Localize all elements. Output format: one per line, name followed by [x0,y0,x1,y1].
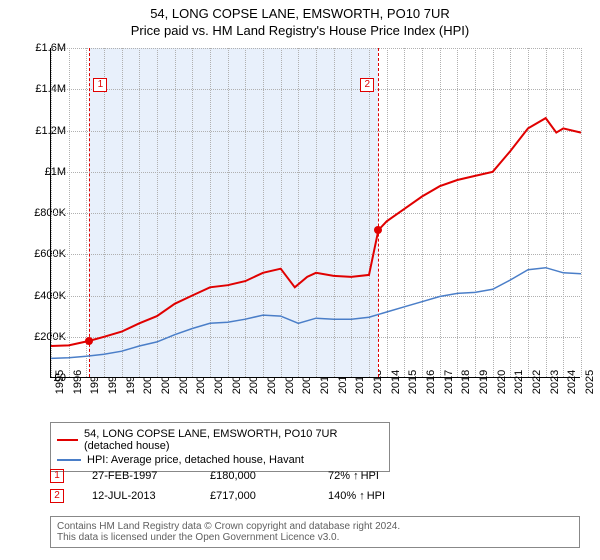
sale-point-dot [374,226,382,234]
legend-label: HPI: Average price, detached house, Hava… [87,454,304,466]
series-hpi [51,268,581,359]
line-series-svg [51,48,580,377]
footer-attribution: Contains HM Land Registry data © Crown c… [50,516,580,548]
legend-swatch [57,439,78,441]
title-sub: Price paid vs. HM Land Registry's House … [0,23,600,38]
gridline-v [581,48,582,377]
series-price_paid [51,118,581,346]
chart-title-block: 54, LONG COPSE LANE, EMSWORTH, PO10 7UR … [0,0,600,38]
legend-box: 54, LONG COPSE LANE, EMSWORTH, PO10 7UR … [50,422,390,472]
legend-swatch [57,459,81,461]
sale-price: £180,000 [210,470,300,482]
sale-row: 2 12-JUL-2013 £717,000 140% HPI [50,486,418,506]
footer-line1: Contains HM Land Registry data © Crown c… [57,521,573,532]
title-main: 54, LONG COPSE LANE, EMSWORTH, PO10 7UR [0,6,600,21]
footer-line2: This data is licensed under the Open Gov… [57,532,573,543]
sale-date: 12-JUL-2013 [92,490,182,502]
sale-point-dot [85,337,93,345]
sale-row: 1 27-FEB-1997 £180,000 72% HPI [50,466,418,486]
sale-marker-1: 1 [50,469,64,483]
legend-label: 54, LONG COPSE LANE, EMSWORTH, PO10 7UR … [84,428,383,452]
chart-marker-1: 1 [93,78,107,92]
sale-delta: 72% HPI [328,470,418,482]
chart-marker-2: 2 [360,78,374,92]
sale-delta: 140% HPI [328,490,418,502]
chart-plot-area: 12 [50,48,580,378]
sale-date: 27-FEB-1997 [92,470,182,482]
legend-row: 54, LONG COPSE LANE, EMSWORTH, PO10 7UR … [57,427,383,453]
sale-price: £717,000 [210,490,300,502]
x-axis-label: 2025 [584,370,596,394]
sale-marker-2: 2 [50,489,64,503]
legend-row: HPI: Average price, detached house, Hava… [57,453,383,467]
sales-table: 1 27-FEB-1997 £180,000 72% HPI 2 12-JUL-2013 £… [50,466,418,506]
